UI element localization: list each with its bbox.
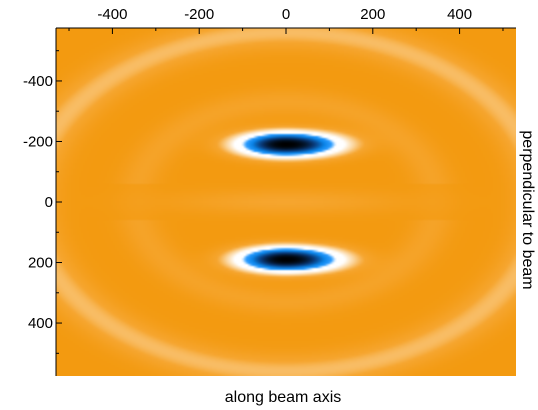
y-tick-label: -200 — [23, 133, 53, 150]
y-tick-label: 0 — [45, 194, 53, 211]
y-axis: -400 -200 0 200 400 — [23, 50, 62, 354]
y-tick-label: 200 — [28, 255, 53, 272]
x-tick-label: -400 — [97, 6, 127, 23]
heatmap-image — [56, 28, 516, 376]
x-axis-title: along beam axis — [225, 389, 342, 406]
y-tick-label: 400 — [28, 315, 53, 332]
x-tick-label: 200 — [360, 6, 385, 23]
x-axis: -400 -200 0 200 400 — [68, 6, 504, 34]
plot-area — [56, 28, 516, 376]
x-tick-label: 400 — [447, 6, 472, 23]
y-axis-title: perpendicular to beam — [519, 130, 536, 289]
x-tick-label: -200 — [184, 6, 214, 23]
x-tick-label: 0 — [282, 6, 290, 23]
y-tick-label: -400 — [23, 73, 53, 90]
